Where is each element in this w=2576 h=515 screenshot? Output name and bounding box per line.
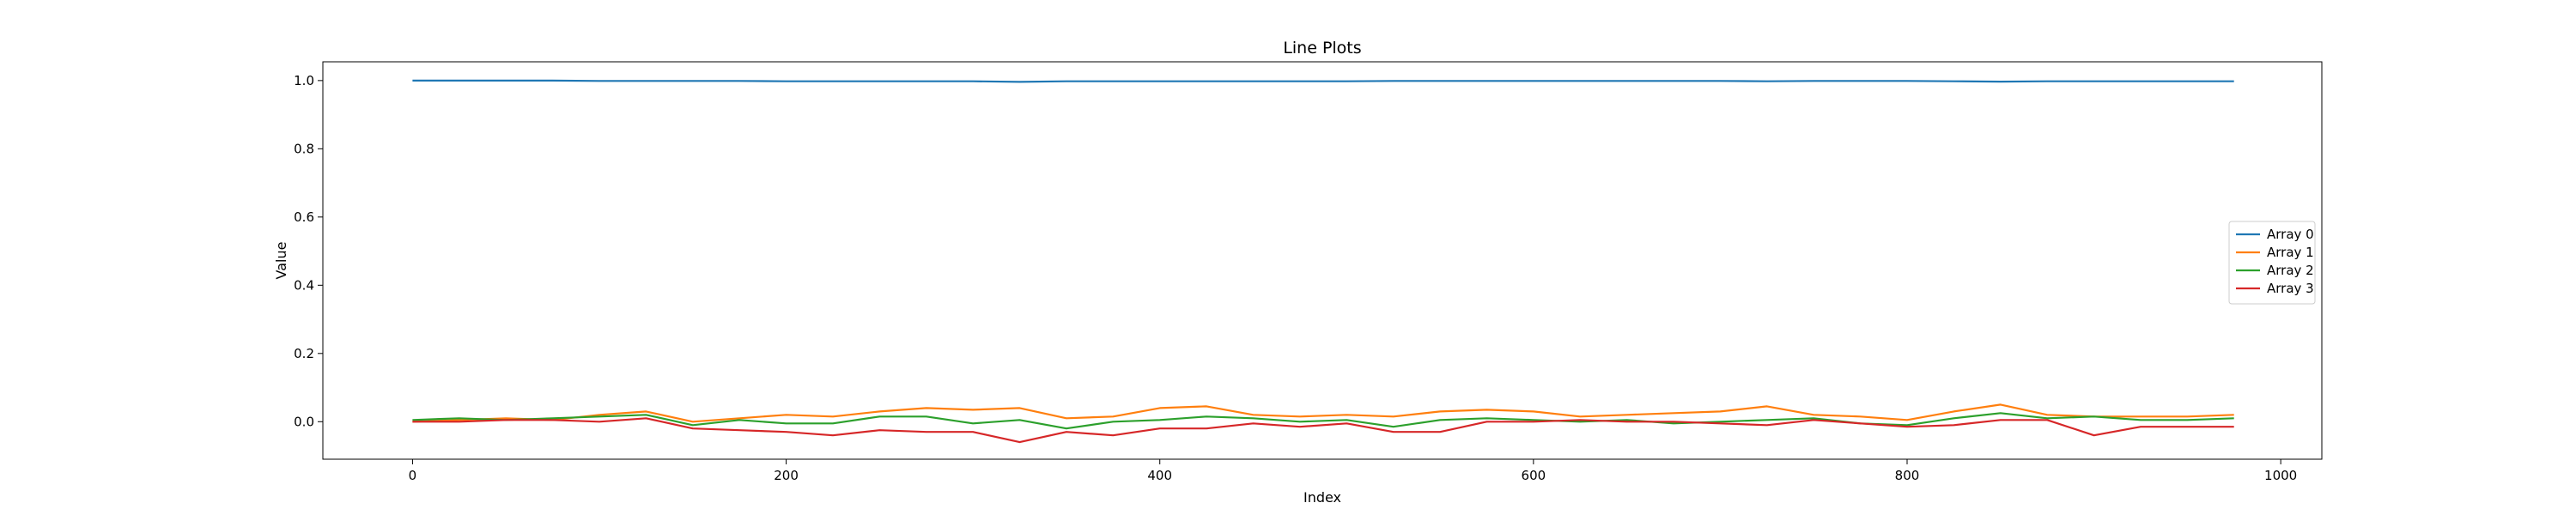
x-tick-label: 400 — [1147, 468, 1172, 483]
y-axis-label: Value — [273, 242, 289, 280]
y-tick-label: 0.8 — [294, 141, 314, 156]
x-tick-label: 1000 — [2264, 468, 2297, 483]
series-line-1 — [412, 403, 2234, 423]
series-line-0 — [412, 79, 2234, 83]
chart-title: Line Plots — [1283, 39, 1361, 58]
y-axis: 0.0 0.2 0.4 0.6 0.8 1.0 — [294, 73, 323, 429]
y-tick-label: 0.2 — [294, 346, 314, 361]
legend-label: Array 3 — [2267, 281, 2314, 296]
y-tick-label: 0.0 — [294, 414, 314, 429]
y-tick-label: 0.4 — [294, 277, 314, 293]
x-tick-label: 0 — [409, 468, 417, 483]
y-tick-label: 1.0 — [294, 73, 314, 88]
legend-label: Array 2 — [2267, 263, 2314, 278]
x-axis-label: Index — [1303, 489, 1341, 506]
series-lines — [412, 79, 2234, 444]
series-line-3 — [412, 417, 2234, 444]
y-tick-label: 0.6 — [294, 209, 314, 225]
plot-area-frame — [322, 61, 2323, 460]
x-axis: 0 200 400 600 800 1000 — [409, 459, 2297, 483]
legend-label: Array 1 — [2267, 245, 2314, 260]
legend-label: Array 0 — [2267, 227, 2314, 242]
x-tick-label: 600 — [1522, 468, 1546, 483]
x-tick-label: 800 — [1895, 468, 1920, 483]
legend: Array 0 Array 1 Array 2 Array 3 — [2228, 221, 2316, 305]
series-line-2 — [412, 412, 2234, 430]
legend-items: Array 0 Array 1 Array 2 Array 3 — [2236, 227, 2314, 296]
x-tick-label: 200 — [774, 468, 799, 483]
legend-box — [2228, 221, 2316, 305]
